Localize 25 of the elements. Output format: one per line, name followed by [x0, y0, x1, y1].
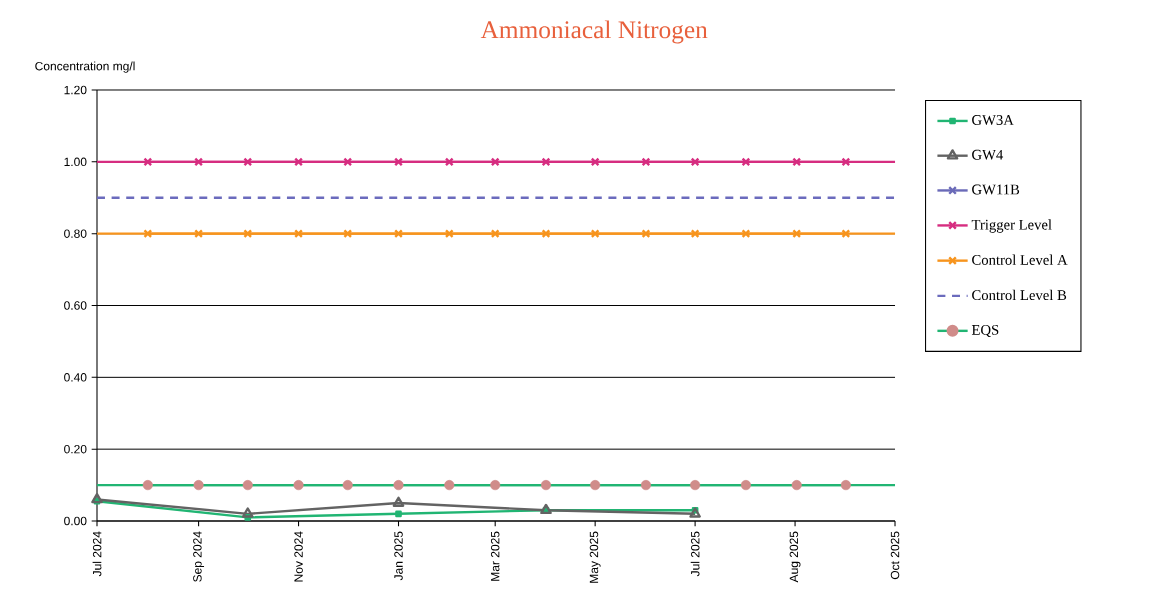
x-tick-label: Oct 2025: [890, 531, 900, 580]
x-tick-label: Nov 2024: [294, 531, 303, 582]
x-tick-label: Jan 2025: [394, 531, 403, 581]
y-tick-label: 0.80: [64, 229, 87, 238]
x-tick-label: Mar 2025: [490, 531, 500, 581]
y-tick-label: 1.00: [64, 157, 87, 167]
y-tick-label: 1.20: [64, 85, 87, 95]
legend-label: Control Level A: [972, 254, 1068, 265]
y-axis-title: Concentration mg/l: [35, 61, 135, 73]
y-tick-label: 0.40: [64, 373, 87, 382]
x-tick-label: May 2025: [589, 531, 601, 583]
y-tick-label: 0.00: [64, 516, 87, 526]
legend-label: Control Level B: [972, 289, 1067, 301]
legend-label: GW11B: [972, 184, 1020, 195]
x-tick-label: Jul 2024: [92, 531, 102, 577]
x-tick-label: Jul 2025: [690, 531, 700, 577]
y-tick-label: 0.60: [64, 301, 87, 310]
x-tick-label: Sep 2024: [193, 531, 205, 582]
y-tick-label: 0.20: [64, 444, 87, 454]
x-tick-label: Aug 2025: [789, 531, 801, 583]
legend-label: GW3A: [972, 115, 1014, 126]
legend-label: EQS: [971, 325, 999, 338]
chart-title: Ammoniacal Nitrogen: [480, 20, 708, 44]
legend-label: Trigger Level: [971, 219, 1052, 233]
legend-label: GW4: [972, 149, 1004, 160]
